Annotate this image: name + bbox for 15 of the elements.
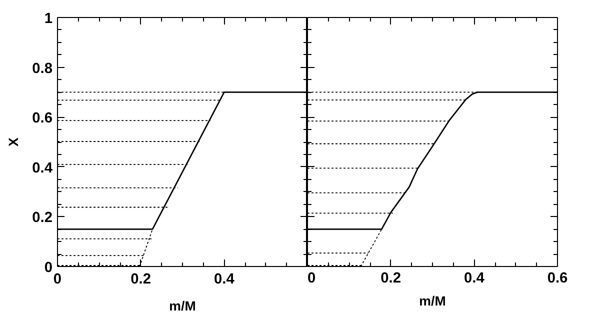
x-axis-title: m/M (419, 294, 446, 308)
y-tick-label: 0.4 (32, 160, 54, 176)
x-tick-label: 0.2 (130, 272, 152, 288)
y-tick-label: 0.2 (32, 210, 52, 226)
y-axis-title: X (6, 137, 22, 146)
x-tick-label: 0.4 (214, 272, 236, 288)
y-tick-label: 0.6 (32, 110, 52, 127)
x-tick-label: 0.2 (380, 270, 402, 286)
y-tick-label: 0 (44, 260, 53, 276)
x-tick-label: 0.4 (464, 270, 486, 286)
y-tick-label: 1 (44, 11, 53, 27)
x-axis-title: m/M (169, 298, 196, 314)
x-tick-label: 0 (308, 270, 316, 286)
x-tick-label: 0.6 (547, 270, 568, 286)
y-tick-label: 0.8 (32, 60, 52, 77)
